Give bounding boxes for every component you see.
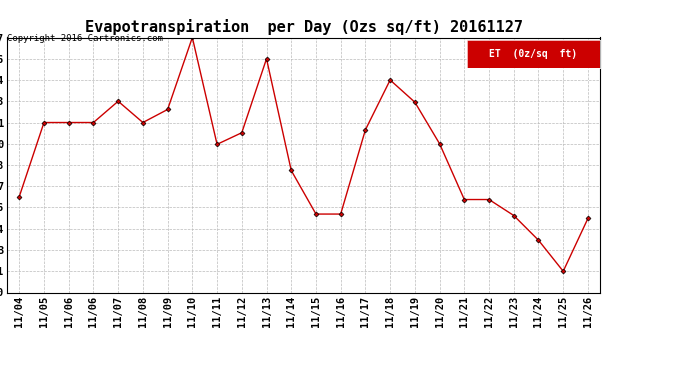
Title: Evapotranspiration  per Day (Ozs sq/ft) 20161127: Evapotranspiration per Day (Ozs sq/ft) 2…: [85, 19, 522, 35]
Text: Copyright 2016 Cartronics.com: Copyright 2016 Cartronics.com: [7, 34, 163, 43]
